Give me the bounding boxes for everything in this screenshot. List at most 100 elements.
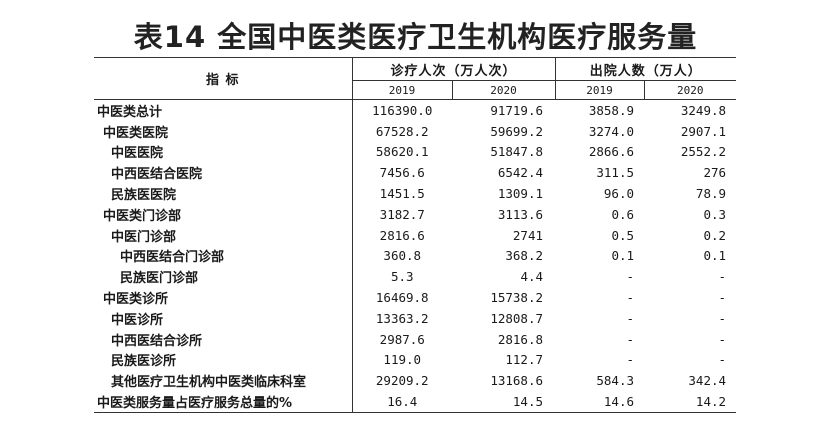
row-label: 中医医院 bbox=[94, 141, 353, 163]
discharged-2020-cell: - bbox=[718, 352, 727, 368]
visits-2019-cell: 29209.2 bbox=[375, 373, 429, 389]
visits-2020-cell: 2816.8 bbox=[497, 331, 544, 347]
visits-2020-cell: 6542.4 bbox=[497, 165, 544, 181]
visits-2020-cell: 91719.6 bbox=[490, 102, 544, 118]
table-row: 中医医院 58620.1 51847.8 2866.6 2552.2 bbox=[94, 141, 736, 163]
row-label: 其他医疗卫生机构中医类临床科室 bbox=[94, 370, 353, 392]
discharged-2020-cell: 78.9 bbox=[695, 186, 727, 202]
visits-2019-cell: 2816.6 bbox=[379, 227, 425, 243]
visits-2019-cell: 16469.8 bbox=[375, 290, 429, 306]
visits-2019-cell: 119.0 bbox=[383, 352, 422, 368]
table-title: 表14 全国中医类医疗卫生机构医疗服务量 bbox=[133, 20, 698, 54]
discharged-2019-cell: 0.1 bbox=[611, 248, 635, 264]
table-row: 其他医疗卫生机构中医类临床科室 29209.2 13168.6 584.3 342.4 bbox=[94, 370, 736, 392]
table-row: 中医门诊部 2816.6 2741 0.5 0.2 bbox=[94, 224, 736, 246]
visits-2020-cell: 2741 bbox=[512, 227, 544, 243]
indicator-header: 指 标 bbox=[94, 57, 353, 100]
table-row: 中医类总计 116390.0 91719.6 3858.9 3249.8 bbox=[94, 99, 736, 121]
table-row: 中医诊所 13363.2 12808.7 - - bbox=[94, 307, 736, 329]
row-label: 民族医诊所 bbox=[94, 349, 353, 371]
table-row: 中医类医院 67528.2 59699.2 3274.0 2907.1 bbox=[94, 120, 736, 142]
visits-2020-cell: 4.4 bbox=[520, 269, 544, 285]
row-label: 中医类总计 bbox=[94, 99, 353, 121]
discharged-2019-cell: - bbox=[626, 310, 635, 326]
visits-2020-cell: 59699.2 bbox=[490, 123, 544, 139]
discharged-2019-cell: 584.3 bbox=[596, 373, 635, 389]
table-row: 中西医结合医院 7456.6 6542.4 311.5 276 bbox=[94, 162, 736, 184]
visits-2020-cell: 51847.8 bbox=[490, 144, 544, 160]
row-label: 中医类服务量占医疗服务总量的% bbox=[94, 391, 353, 413]
discharged-2019-cell: 3274.0 bbox=[588, 123, 635, 139]
visits-2019-cell: 2987.6 bbox=[379, 331, 425, 347]
discharged-2019-cell: 3858.9 bbox=[588, 102, 635, 118]
row-label: 中西医结合门诊部 bbox=[94, 245, 353, 267]
year-header-discharged-2020: 2020 bbox=[644, 80, 737, 100]
visits-2019-cell: 58620.1 bbox=[375, 144, 429, 160]
medical-service-volume-table: 指 标 诊疗人次（万人次） 出院人数（万人） 2019 2020 2019 20… bbox=[94, 57, 737, 413]
statistics-table-container: 指 标 诊疗人次（万人次） 出院人数（万人） 2019 2020 2019 20… bbox=[94, 57, 737, 413]
visits-group-header: 诊疗人次（万人次） bbox=[352, 57, 556, 81]
discharged-2020-cell: 2907.1 bbox=[680, 123, 727, 139]
discharged-2020-cell: - bbox=[718, 290, 727, 306]
discharged-2019-cell: 0.6 bbox=[611, 206, 635, 222]
discharged-2020-cell: - bbox=[718, 269, 727, 285]
row-label: 中医门诊部 bbox=[94, 224, 353, 246]
row-label: 中西医结合诊所 bbox=[94, 328, 353, 350]
discharged-2020-cell: 0.1 bbox=[703, 248, 727, 264]
discharged-2020-cell: 3249.8 bbox=[680, 102, 727, 118]
visits-2019-cell: 5.3 bbox=[390, 269, 414, 285]
visits-2019-cell: 360.8 bbox=[383, 248, 422, 264]
year-header-visits-2020: 2020 bbox=[452, 80, 556, 100]
row-label: 中医类门诊部 bbox=[94, 203, 353, 225]
discharged-2020-cell: - bbox=[718, 310, 727, 326]
discharged-2019-cell: - bbox=[626, 352, 635, 368]
visits-2020-cell: 14.5 bbox=[452, 391, 556, 413]
visits-2020-cell: 13168.6 bbox=[490, 373, 544, 389]
visits-2019-cell: 16.4 bbox=[352, 391, 452, 413]
discharged-2020-cell: - bbox=[718, 331, 727, 347]
visits-2019-cell: 116390.0 bbox=[372, 102, 433, 118]
discharged-2020-cell: 0.2 bbox=[703, 227, 727, 243]
row-label: 中医类医院 bbox=[94, 120, 353, 142]
discharged-2020-cell: 14.2 bbox=[644, 391, 737, 413]
discharged-2019-cell: - bbox=[626, 269, 635, 285]
discharged-group-header: 出院人数（万人） bbox=[555, 57, 737, 81]
visits-2019-cell: 13363.2 bbox=[375, 310, 429, 326]
visits-2019-cell: 1451.5 bbox=[379, 186, 425, 202]
visits-2020-cell: 1309.1 bbox=[497, 186, 544, 202]
visits-2020-cell: 3113.6 bbox=[497, 206, 544, 222]
discharged-2019-cell: 14.6 bbox=[555, 391, 645, 413]
visits-2020-cell: 15738.2 bbox=[490, 290, 544, 306]
discharged-2020-cell: 0.3 bbox=[703, 206, 727, 222]
year-header-discharged-2019: 2019 bbox=[555, 80, 645, 100]
row-label: 中西医结合医院 bbox=[94, 162, 353, 184]
visits-2020-cell: 112.7 bbox=[505, 352, 544, 368]
year-header-visits-2019: 2019 bbox=[352, 80, 453, 100]
row-label: 中医诊所 bbox=[94, 307, 353, 329]
discharged-2020-cell: 342.4 bbox=[688, 373, 727, 389]
row-label: 中医类诊所 bbox=[94, 287, 353, 308]
table-row: 民族医诊所 119.0 112.7 - - bbox=[94, 349, 736, 371]
discharged-2019-cell: 2866.6 bbox=[588, 144, 635, 160]
table-row: 中医类诊所 16469.8 15738.2 - - bbox=[94, 287, 736, 308]
table-row: 中西医结合门诊部 360.8 368.2 0.1 0.1 bbox=[94, 245, 736, 267]
visits-2019-cell: 7456.6 bbox=[379, 165, 425, 181]
visits-2020-cell: 12808.7 bbox=[490, 310, 544, 326]
discharged-2019-cell: - bbox=[626, 331, 635, 347]
discharged-2019-cell: - bbox=[626, 290, 635, 306]
discharged-2019-cell: 96.0 bbox=[603, 186, 635, 202]
visits-2020-cell: 368.2 bbox=[505, 248, 544, 264]
table-row: 中医类门诊部 3182.7 3113.6 0.6 0.3 bbox=[94, 203, 736, 225]
visits-2019-cell: 3182.7 bbox=[379, 206, 425, 222]
visits-2019-cell: 67528.2 bbox=[375, 123, 429, 139]
table-row: 中西医结合诊所 2987.6 2816.8 - - bbox=[94, 328, 736, 350]
row-label: 民族医医院 bbox=[94, 183, 353, 204]
row-label: 民族医门诊部 bbox=[94, 266, 353, 288]
table-row: 中医类服务量占医疗服务总量的% 16.4 14.5 14.6 14.2 bbox=[94, 391, 737, 413]
discharged-2020-cell: 276 bbox=[703, 165, 727, 181]
table-body: 中医类总计 116390.0 91719.6 3858.9 3249.8 中医类医院 675… bbox=[94, 99, 737, 413]
table-row: 民族医门诊部 5.3 4.4 - - bbox=[94, 266, 736, 288]
discharged-2019-cell: 0.5 bbox=[611, 227, 635, 243]
table-row: 民族医医院 1451.5 1309.1 96.0 78.9 bbox=[94, 183, 736, 204]
discharged-2020-cell: 2552.2 bbox=[680, 144, 727, 160]
